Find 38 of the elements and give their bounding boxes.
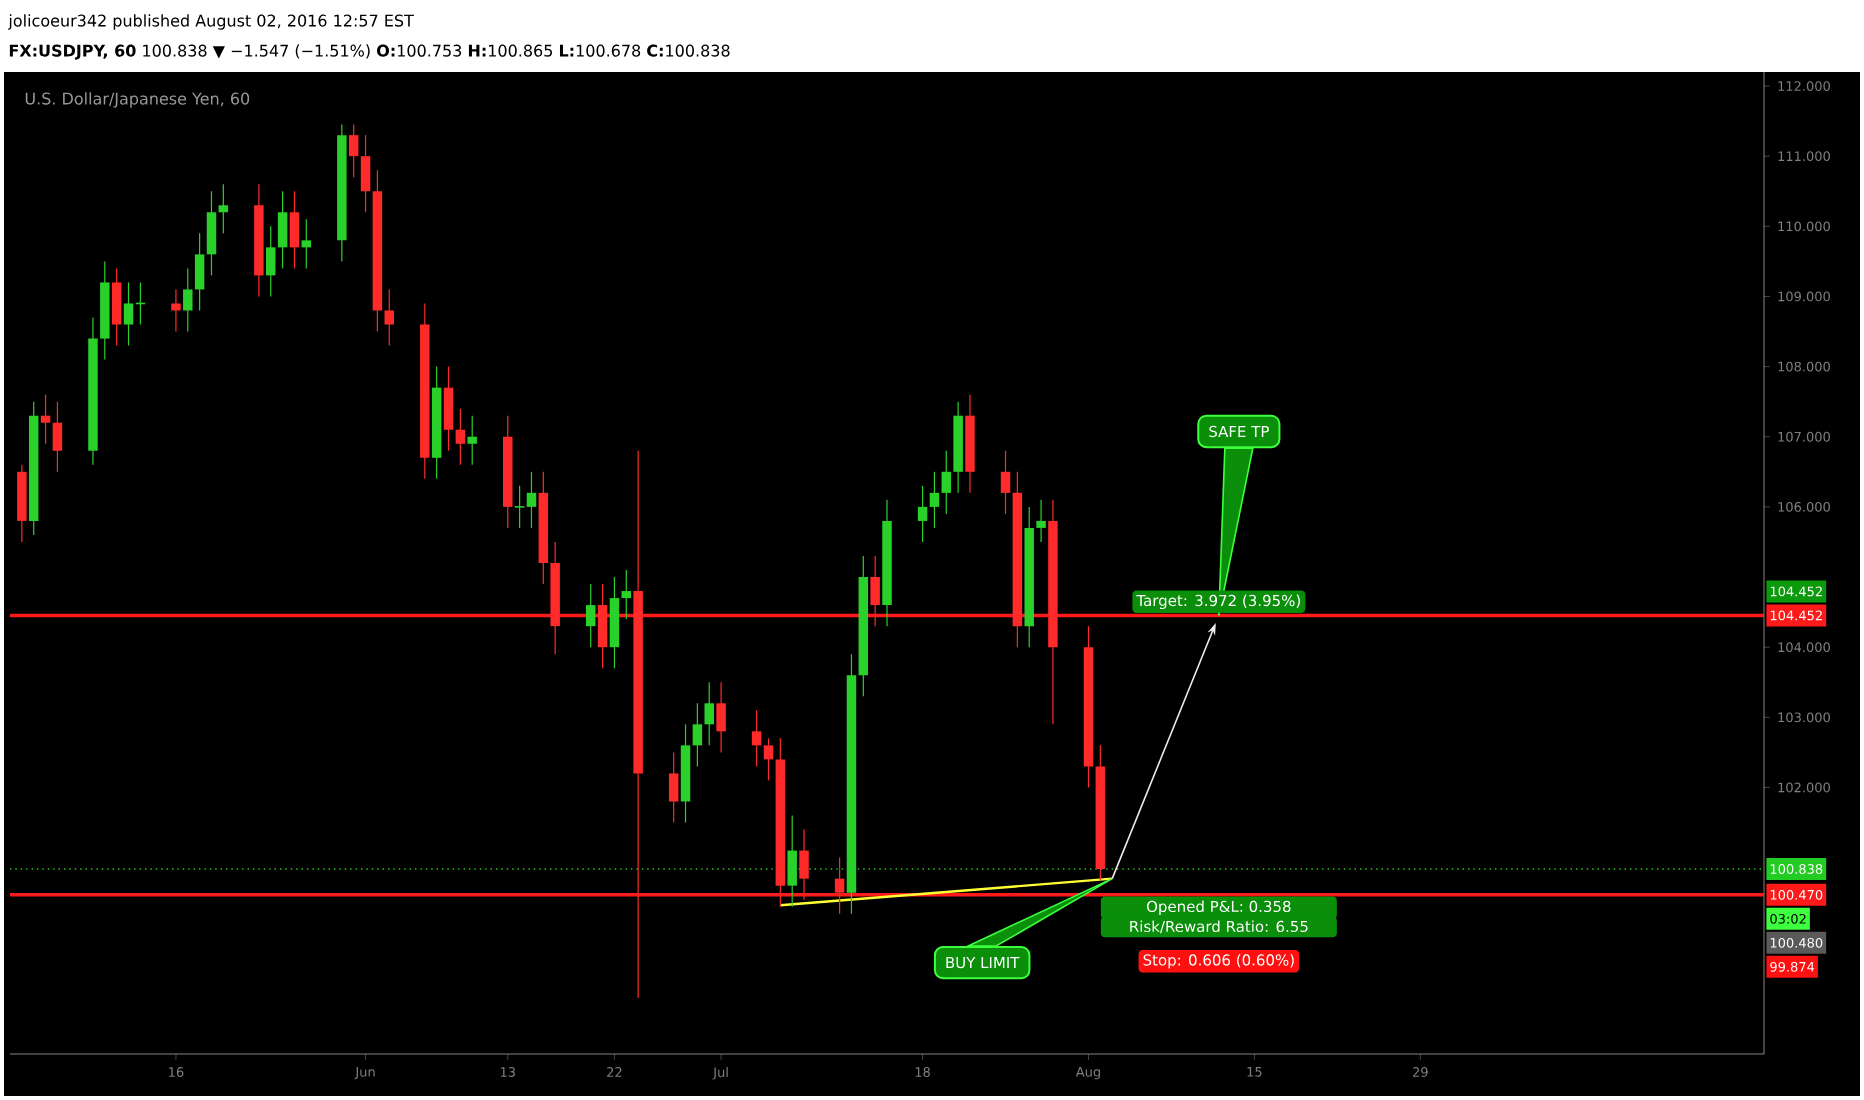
candlestick (1000, 450, 1011, 515)
chart-subtitle: jolicoeur342 published August 02, 2016 12:57 EST (8, 14, 414, 30)
candlestick (289, 190, 300, 269)
candlestick (799, 828, 809, 901)
candlestick (751, 709, 762, 768)
candlestick (716, 681, 726, 753)
candlestick (917, 485, 928, 543)
candlestick (301, 218, 312, 269)
text: U.S. Dollar/Japanese Yen, 60 (25, 92, 250, 108)
candlestick (266, 225, 276, 298)
candlestick (111, 267, 122, 347)
candlestick (870, 555, 880, 627)
candlestick (941, 450, 951, 515)
candlestick (218, 183, 229, 234)
candlestick (704, 681, 714, 746)
candlestick (455, 408, 466, 466)
candlestick (585, 583, 596, 648)
candlestick (52, 401, 63, 473)
candlestick (384, 288, 394, 347)
candlestick (40, 394, 51, 445)
candlestick (1036, 499, 1046, 543)
candlestick (360, 134, 371, 213)
candlestick (277, 190, 288, 269)
candlestick (692, 702, 703, 768)
candlestick (467, 415, 477, 466)
candlestick (206, 190, 217, 277)
candlestick (171, 288, 181, 333)
candlestick (183, 267, 193, 333)
candlestick (348, 124, 359, 178)
candlestick (443, 366, 454, 452)
candlestick (763, 737, 774, 782)
candlestick (194, 232, 205, 312)
candlestick (929, 471, 940, 529)
text: FX:USDJPY, 60 100.838 ▼ −1.547 (−1.51%) O:100.753 H:100.865 L:100.678 C:100.838 (9, 44, 730, 60)
candlestick (834, 857, 845, 915)
candlestick (668, 751, 679, 824)
candlestick (597, 583, 608, 669)
candlestick (621, 569, 632, 620)
